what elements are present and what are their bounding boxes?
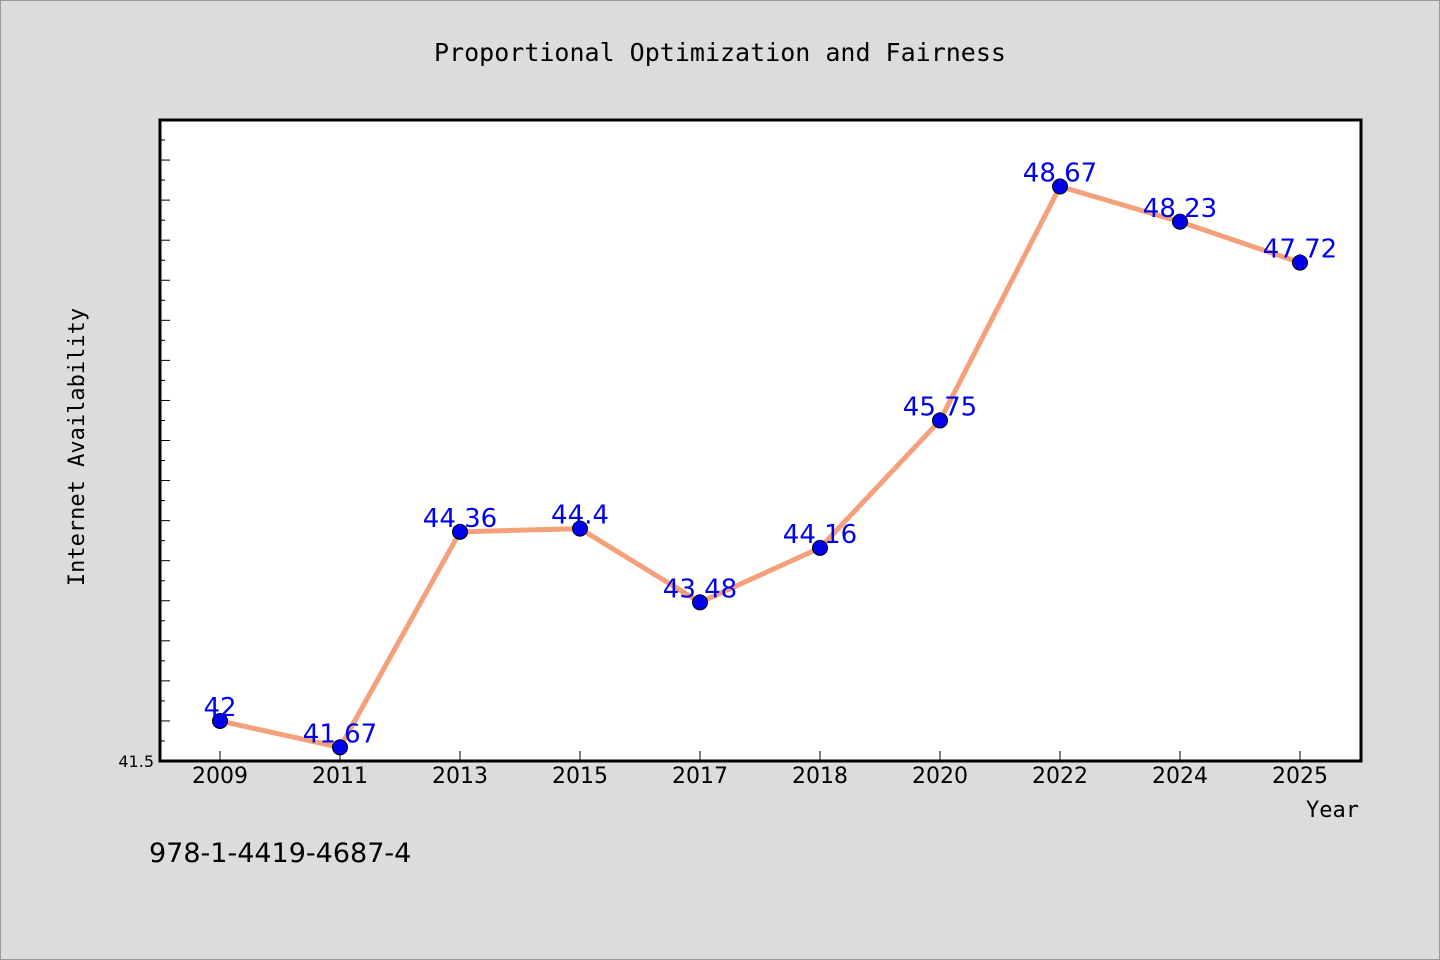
x-tick-label: 2024: [1152, 764, 1208, 789]
x-tick-label: 2018: [792, 764, 848, 789]
x-tick-label: 2011: [312, 764, 368, 789]
series-line: [217, 184, 1303, 750]
x-axis-label: Year: [1306, 798, 1359, 823]
data-label: 42: [203, 693, 236, 723]
x-tick-label: 2025: [1272, 764, 1328, 789]
x-tick-label: 2022: [1032, 764, 1088, 789]
data-point: [1052, 178, 1068, 195]
plot-area: [158, 118, 1363, 763]
x-tick-label: 2015: [552, 764, 608, 789]
series-layer: [212, 178, 1308, 756]
y-tick-label: 41.5: [118, 752, 154, 771]
x-tick-label: 2020: [912, 764, 968, 789]
data-point: [1172, 213, 1188, 230]
data-labels: 42 41.67 44.36 44.4 43.48 44.16 45.75 48.67 48.2…: [203, 159, 1337, 750]
data-label: 44.36: [423, 504, 497, 534]
x-tick-label: 2009: [192, 764, 248, 789]
data-point: [1292, 254, 1308, 271]
data-point: [572, 520, 588, 537]
data-point: [932, 412, 948, 429]
y-axis-ticks: 41.5: [118, 119, 170, 771]
y-axis-label: Internet Availability: [65, 308, 90, 586]
data-label: 44.4: [551, 501, 609, 531]
data-label: 48.23: [1143, 194, 1217, 224]
data-point: [812, 539, 828, 556]
data-label: 48.67: [1023, 159, 1097, 189]
data-point: [332, 739, 348, 756]
data-label: 45.75: [903, 392, 977, 422]
chart-title: Proportional Optimization and Fairness: [434, 38, 1006, 67]
data-label: 47.72: [1263, 235, 1337, 265]
x-tick-label: 2013: [432, 764, 488, 789]
x-tick-label: 2017: [672, 764, 728, 789]
x-axis-ticks: 2009 2011 2013 2015 2017 2018 2020 2022 2024 2025: [192, 751, 1328, 789]
data-label: 43.48: [663, 574, 737, 604]
data-point: [212, 712, 228, 729]
footnote: 978-1-4419-4687-4: [149, 838, 411, 869]
data-label: 44.16: [783, 520, 857, 550]
data-point: [452, 523, 468, 540]
data-label: 41.67: [303, 719, 377, 749]
data-point: [692, 594, 708, 611]
